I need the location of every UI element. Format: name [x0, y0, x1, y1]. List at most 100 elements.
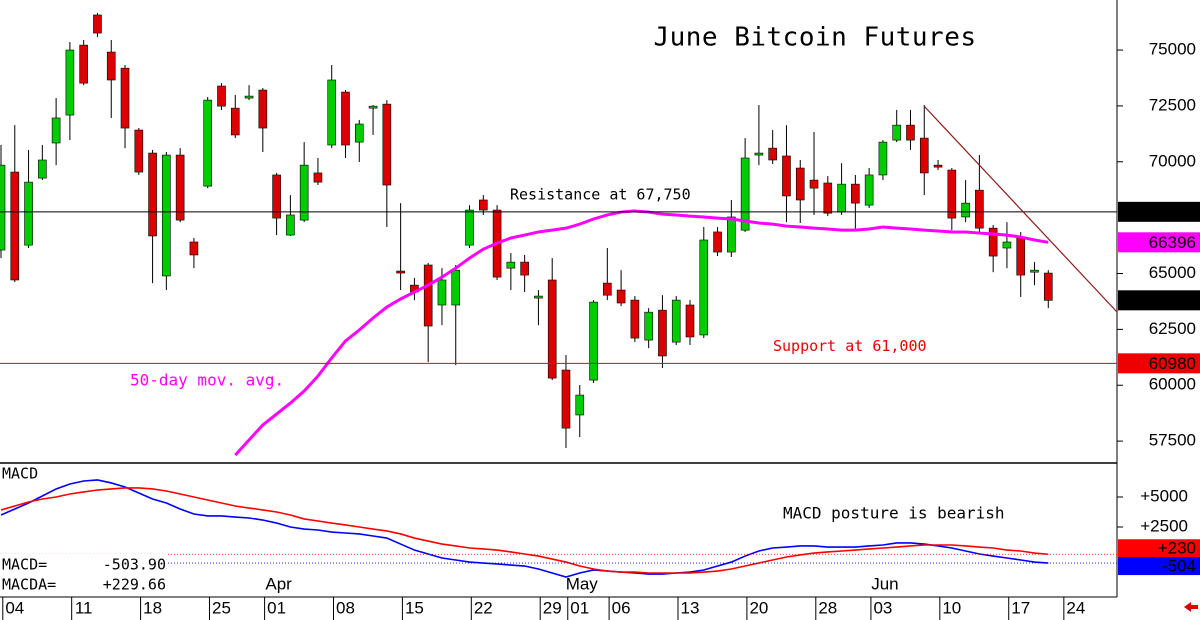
candle-body [1002, 241, 1012, 249]
candle-body [919, 137, 929, 174]
month-label: Jun [871, 574, 898, 593]
chart-title: June Bitcoin Futures [653, 23, 976, 53]
candle-body [506, 261, 516, 269]
value-box-label: 67760 [1149, 202, 1196, 221]
annotation: MACD posture is bearish [783, 504, 1005, 523]
candle-body [1016, 237, 1026, 276]
value-box [1118, 201, 1200, 222]
value-box [1118, 232, 1200, 253]
value-box-label: +230 [1158, 539, 1196, 558]
candle-body [189, 241, 199, 256]
x-tick-label: 17 [1011, 598, 1030, 617]
candle-body [823, 182, 833, 214]
x-tick-label: 15 [405, 598, 424, 617]
candle-body [65, 49, 75, 116]
x-tick-label: 03 [873, 598, 892, 617]
value-box [1118, 557, 1200, 576]
candle-body [120, 67, 130, 129]
candle-body [671, 299, 681, 343]
y-tick-label: 72500 [1149, 95, 1196, 114]
candle-body [437, 279, 447, 306]
readout-value: +229.66 [103, 576, 166, 594]
x-tick-label: 24 [1066, 598, 1085, 617]
candle-body [478, 199, 488, 211]
x-tick-label: 01 [570, 598, 589, 617]
candle-body [175, 154, 185, 221]
candle-body [947, 169, 957, 219]
candle-body [644, 311, 653, 341]
candle-body [616, 289, 626, 304]
candle-body [630, 299, 640, 339]
series-label: 50-day mov. avg. [130, 371, 284, 390]
level-text: Support at 61,000 [773, 337, 927, 355]
x-tick-label: 10 [942, 598, 961, 617]
candle-body [782, 155, 791, 197]
x-tick-label: 25 [212, 598, 231, 617]
value-box [1118, 539, 1200, 558]
candle-body [520, 261, 529, 276]
candle-body [38, 159, 47, 179]
candle-body [603, 282, 612, 296]
candle-body [878, 141, 888, 176]
candle-body [534, 295, 543, 299]
candle-body [10, 171, 20, 281]
candle-body [396, 270, 405, 274]
candle-body [382, 103, 392, 186]
candle-body [162, 154, 171, 277]
candle-body [837, 183, 846, 213]
value-box-label: -504 [1162, 557, 1196, 576]
candle-body [354, 123, 364, 143]
x-tick-label: 20 [749, 598, 768, 617]
y-tick-label: 70000 [1149, 151, 1196, 170]
candle-body [1030, 269, 1039, 273]
y-tick-label: 62500 [1149, 319, 1196, 338]
x-tick-label: 29 [543, 598, 562, 617]
candle-body [258, 89, 268, 129]
candle-body [1043, 272, 1053, 301]
candle-body [988, 227, 998, 257]
candle-body [727, 216, 736, 253]
x-tick-label: 11 [75, 598, 93, 617]
value-box-label: 60980 [1149, 354, 1196, 373]
candle-body [244, 95, 254, 99]
candle-body [423, 264, 433, 327]
y-tick-label: 60000 [1149, 375, 1196, 394]
candle-body [713, 231, 722, 253]
candle-body [203, 99, 212, 187]
candle-body [451, 269, 461, 306]
candle-body [699, 239, 709, 336]
candle-body [465, 209, 474, 246]
candle-body [148, 152, 157, 237]
candle-body [975, 189, 984, 229]
value-box [1118, 290, 1200, 311]
candle-body [685, 304, 695, 338]
y-tick-label: 75000 [1149, 40, 1196, 59]
candle-body [313, 172, 323, 183]
candle-body [79, 44, 88, 84]
series-line [0, 479, 1049, 578]
candle-body [851, 183, 860, 204]
readout-name: MACDA= [2, 576, 56, 594]
candle-body [589, 301, 598, 381]
month-label: May [566, 574, 599, 593]
candle-body [547, 279, 557, 379]
candle-body [217, 85, 226, 107]
x-tick-label: 22 [474, 598, 493, 617]
y-tick-label: +2500 [1140, 516, 1188, 535]
y-tick-label: +5000 [1140, 486, 1188, 505]
x-tick-label: 08 [336, 598, 355, 617]
readout-value: -503.90 [103, 556, 166, 574]
candle-body [961, 202, 970, 218]
x-tick-label: 01 [267, 598, 286, 617]
candle-body [327, 79, 337, 146]
candle-body [658, 309, 667, 357]
overlay: Resistance at 67,750 Support at 61,000 50-… [0, 23, 1200, 596]
candle-body [106, 51, 116, 81]
readout-box [0, 554, 168, 596]
candle-body [341, 91, 350, 146]
candle-body [93, 14, 102, 34]
candle-body [795, 167, 805, 201]
month-label: Apr [265, 574, 292, 593]
candle-body [933, 164, 943, 168]
